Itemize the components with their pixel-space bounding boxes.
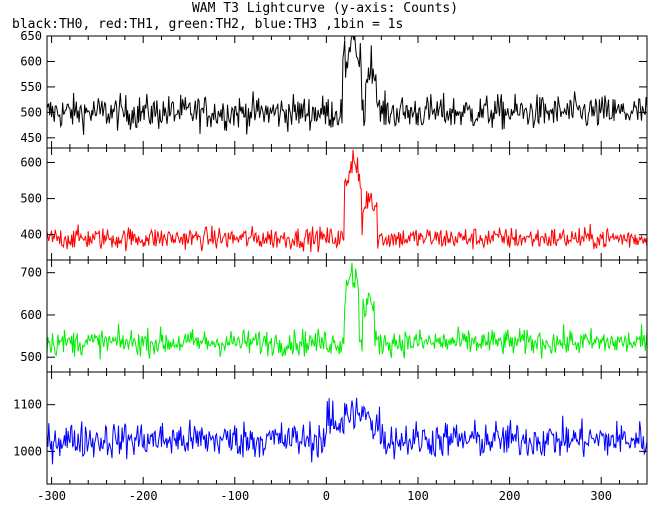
y-tick-label: 600	[20, 54, 42, 68]
chart-subtitle: black:TH0, red:TH1, green:TH2, blue:TH3 …	[12, 17, 404, 32]
series-th2	[46, 262, 648, 360]
y-tick-label: 1000	[13, 444, 42, 458]
x-tick-label: 200	[499, 489, 521, 503]
x-tick-label: 100	[407, 489, 429, 503]
panel-frame	[46, 371, 648, 485]
y-tick-label: 500	[20, 192, 42, 206]
y-tick-label: 550	[20, 80, 42, 94]
y-tick-label: 500	[20, 105, 42, 119]
y-tick-label: 600	[20, 308, 42, 322]
x-tick-label: -100	[220, 489, 249, 503]
series-th3	[46, 397, 648, 465]
series-th1	[46, 149, 648, 253]
x-tick-label: 0	[323, 489, 330, 503]
y-tick-label: 1100	[13, 398, 42, 412]
y-tick-label: 600	[20, 155, 42, 169]
series-th0	[46, 35, 648, 135]
x-tick-label: -200	[129, 489, 158, 503]
panel-frame	[46, 259, 648, 373]
x-tick-label: 300	[590, 489, 612, 503]
y-tick-label: 650	[20, 29, 42, 43]
chart-title: WAM T3 Lightcurve (y-axis: Counts)	[191, 1, 459, 16]
y-tick-label: 400	[20, 228, 42, 242]
y-tick-label: 450	[20, 131, 42, 145]
y-tick-label: 500	[20, 350, 42, 364]
y-tick-label: 700	[20, 266, 42, 280]
x-tick-label: -300	[37, 489, 66, 503]
panel-frame	[46, 35, 648, 149]
